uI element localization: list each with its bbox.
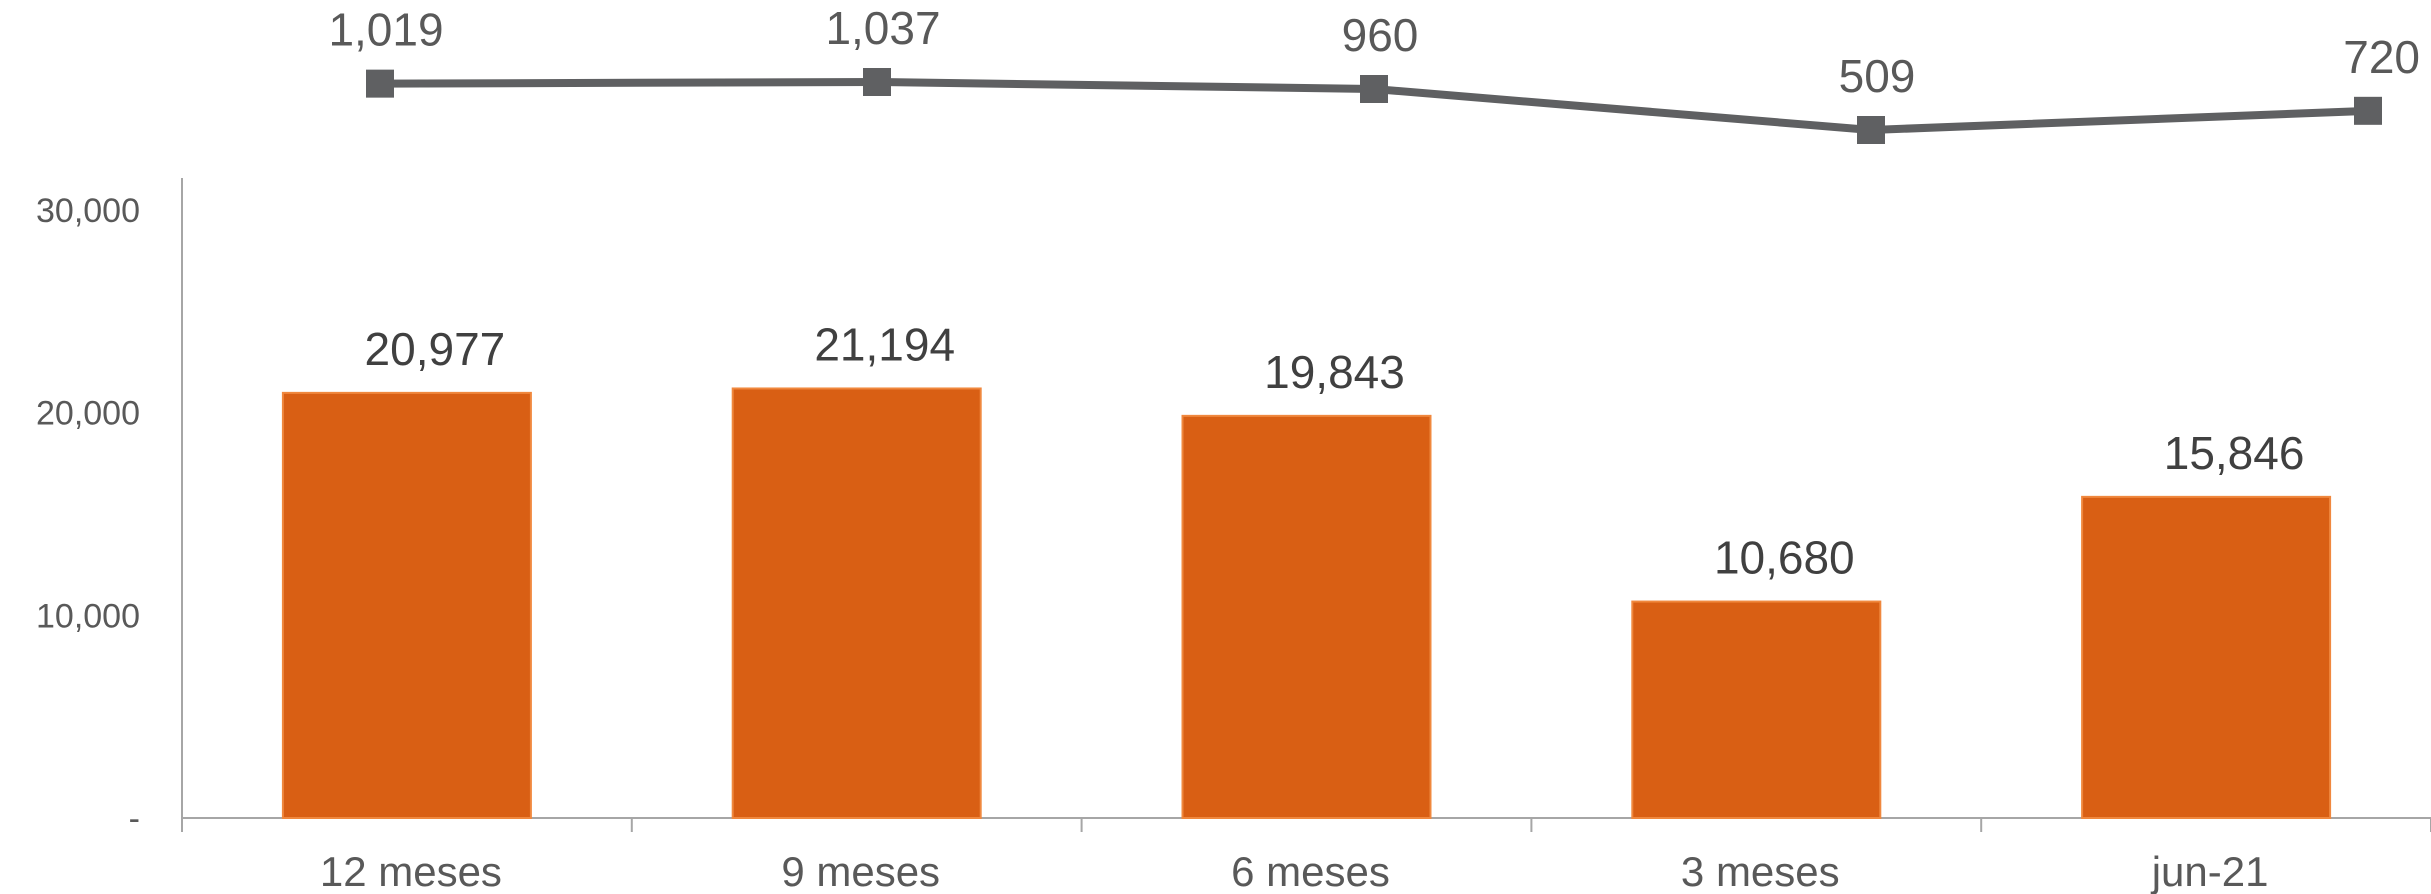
line-marker [863,68,891,96]
bar-value-label: 20,977 [365,323,506,375]
bar-value-label: 15,846 [2164,427,2305,479]
x-tick-label: 3 meses [1681,848,1840,894]
y-tick-label: 10,000 [36,597,140,635]
line-value-label: 1,019 [328,4,443,56]
x-tick-label: jun-21 [2150,848,2269,894]
bar [731,387,982,819]
bar-value-label: 10,680 [1714,532,1855,584]
bar-value-label: 19,843 [1264,346,1405,398]
line-value-label: 1,037 [825,2,940,54]
x-tick-label: 9 meses [781,848,940,894]
line-value-label: 720 [2343,31,2420,83]
y-tick-label: 20,000 [36,395,140,433]
line-value-label: 960 [1342,9,1419,61]
bar [2081,495,2332,819]
bar [1631,600,1882,819]
line-marker [1857,116,1885,144]
line-marker [1360,75,1388,103]
y-tick-label: 30,000 [36,192,140,230]
x-tick-label: 6 meses [1231,848,1390,894]
x-tick-label: 12 meses [320,848,502,894]
line-value-label: 509 [1839,50,1916,102]
y-tick-label: - [129,800,140,838]
bar-value-label: 21,194 [814,318,955,370]
line-marker [2354,96,2382,125]
line-marker [366,69,394,98]
bar [281,391,532,819]
bar [1181,414,1432,819]
